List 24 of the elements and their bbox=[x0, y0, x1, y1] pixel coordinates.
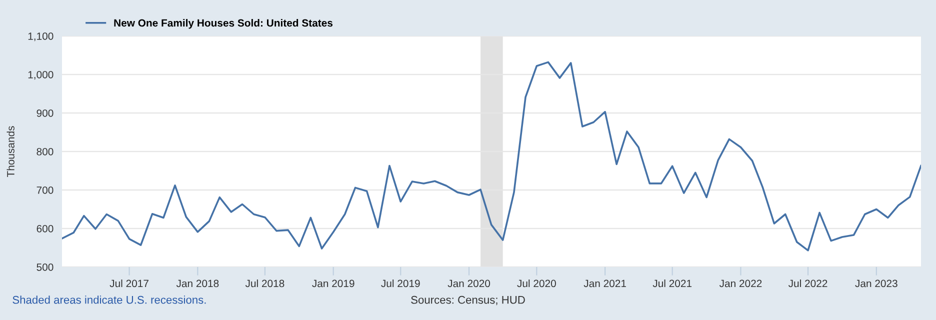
y-tick-label: 700 bbox=[36, 186, 54, 194]
y-tick-label: 900 bbox=[36, 110, 54, 117]
x-tick-label: Jul 2022 bbox=[788, 280, 828, 288]
y-tick-label: 800 bbox=[36, 148, 54, 156]
x-tick-label: Jul 2021 bbox=[652, 280, 692, 288]
y-tick-label: 500 bbox=[36, 264, 54, 271]
x-tick-label: Jan 2023 bbox=[855, 280, 898, 288]
y-axis-title: Thousands bbox=[6, 126, 14, 178]
x-tick-label: Jul 2019 bbox=[381, 280, 420, 288]
y-tick-label: 1,100 bbox=[28, 32, 54, 42]
x-tick-label: Jan 2022 bbox=[719, 280, 762, 288]
x-tick-label: Jan 2021 bbox=[584, 280, 626, 288]
y-tick-label: 1,000 bbox=[28, 71, 54, 80]
x-tick-label: Jul 2017 bbox=[110, 280, 148, 288]
x-tick-label: Jan 2020 bbox=[448, 280, 490, 288]
text: Shaded areas indicate U.S. recessions. bbox=[12, 296, 206, 304]
x-tick-label: Jan 2018 bbox=[176, 280, 219, 288]
x-tick-label: Jul 2020 bbox=[517, 280, 556, 288]
x-tick-label: Jul 2018 bbox=[245, 280, 284, 288]
x-tick-label: Jan 2019 bbox=[312, 280, 354, 288]
legend-label: New One Family Houses Sold: United States bbox=[114, 19, 333, 29]
y-tick-label: 600 bbox=[36, 225, 54, 232]
line-series bbox=[62, 61, 921, 252]
source-note: Sources: Census; HUD bbox=[411, 296, 525, 306]
